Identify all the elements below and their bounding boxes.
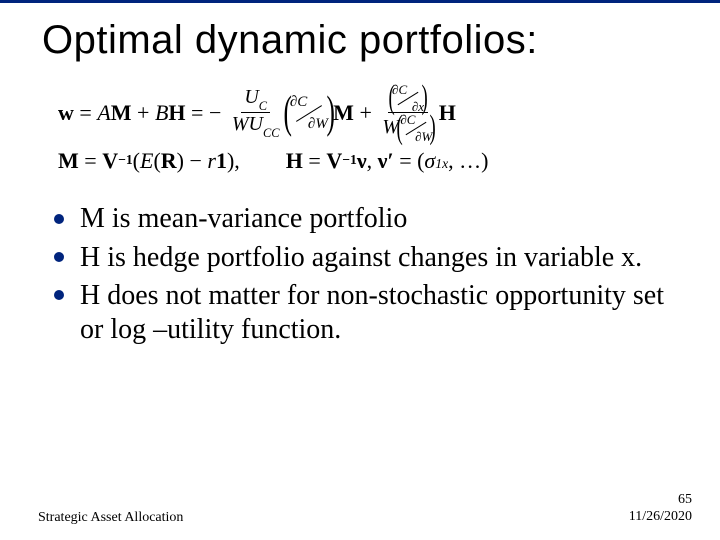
sym-Ucc: U <box>249 113 263 135</box>
bullet-item: M is mean-variance portfolio <box>54 202 680 236</box>
sym-A: A <box>97 102 110 124</box>
slide-container: Optimal dynamic portfolios: w = A M + B … <box>0 0 720 540</box>
eq2: = − <box>186 102 227 124</box>
sub-sigma: 1x <box>435 157 448 171</box>
eq5: = ( <box>394 150 425 172</box>
sym-V1: V <box>102 150 118 172</box>
bullet-item: H is hedge portfolio against changes in … <box>54 241 680 275</box>
etc: , … <box>448 150 481 172</box>
footer-page: 65 <box>629 492 692 509</box>
sym-M2: M <box>333 102 354 124</box>
bullet-list: M is mean-variance portfolio H is hedge … <box>42 202 690 347</box>
sub-c: C <box>259 99 267 113</box>
rparen4: ), <box>227 150 240 172</box>
sym-M3: M <box>58 150 79 172</box>
footer-left: Strategic Asset Allocation <box>38 510 183 526</box>
frac-dcdx-wdcdw: ( ∂C ∂x ) W ( ∂C ∂W ) <box>379 83 436 142</box>
footer-date: 11/26/2020 <box>629 509 692 526</box>
slide-title: Optimal dynamic portfolios: <box>42 18 690 63</box>
eq4: = <box>303 150 326 172</box>
sup-inv2: −1 <box>342 153 357 167</box>
rparen5: ) <box>177 150 184 172</box>
sym-Uc: U <box>244 86 258 108</box>
rparen3: ) <box>430 114 436 141</box>
sym-H3: H <box>286 150 303 172</box>
sym-nuprime: ν′ <box>378 150 394 172</box>
bullet-item: H does not matter for non-stochastic opp… <box>54 279 680 347</box>
eq1: = <box>74 102 97 124</box>
dc3: ∂C <box>400 113 415 127</box>
lparen5: ( <box>153 150 160 172</box>
dc1: ∂C <box>290 95 307 110</box>
sym-w: w <box>58 102 74 124</box>
plus2: + <box>354 102 377 124</box>
rparen6: ) <box>481 150 488 172</box>
formula-row-2: M = V−1 ( E ( R ) − r 1 ), H = V−1 ν , ν… <box>58 150 690 172</box>
sym-V2: V <box>326 150 342 172</box>
sym-W1: W <box>232 113 249 135</box>
dw1: ∂W <box>308 117 328 132</box>
sym-sigma: σ <box>424 150 435 172</box>
sym-M1: M <box>111 102 132 124</box>
dc-dw-1: ∂C ∂W <box>290 97 328 129</box>
sym-r: r <box>207 150 216 172</box>
plus1: + <box>132 102 155 124</box>
sym-E: E <box>140 150 153 172</box>
slide-footer: Strategic Asset Allocation 65 11/26/2020 <box>38 492 692 526</box>
sym-B: B <box>155 102 168 124</box>
eq3: = <box>79 150 102 172</box>
formula-row-1: w = A M + B H = − UC WUCC ( ∂C ∂W ) <box>58 83 690 142</box>
dc-dw-2: ∂C ∂W <box>400 115 432 141</box>
sym-nu: ν <box>357 150 367 172</box>
sym-H2: H <box>439 102 456 124</box>
formula-block: w = A M + B H = − UC WUCC ( ∂C ∂W ) <box>42 83 690 172</box>
sup-inv1: −1 <box>118 153 133 167</box>
footer-right: 65 11/26/2020 <box>629 492 692 526</box>
sym-one: 1 <box>216 150 227 172</box>
sym-R: R <box>161 150 177 172</box>
frac-uc-wucc: UC WUCC <box>229 86 283 139</box>
sub-cc: CC <box>263 126 280 140</box>
rparen1: ) <box>326 94 334 131</box>
lparen4: ( <box>133 150 140 172</box>
dc2: ∂C <box>392 83 407 97</box>
minus: − <box>184 150 207 172</box>
sym-H1: H <box>168 102 185 124</box>
rparen2: ) <box>422 84 428 111</box>
dc-dx: ∂C ∂x <box>392 85 424 111</box>
comma: , <box>367 150 378 172</box>
